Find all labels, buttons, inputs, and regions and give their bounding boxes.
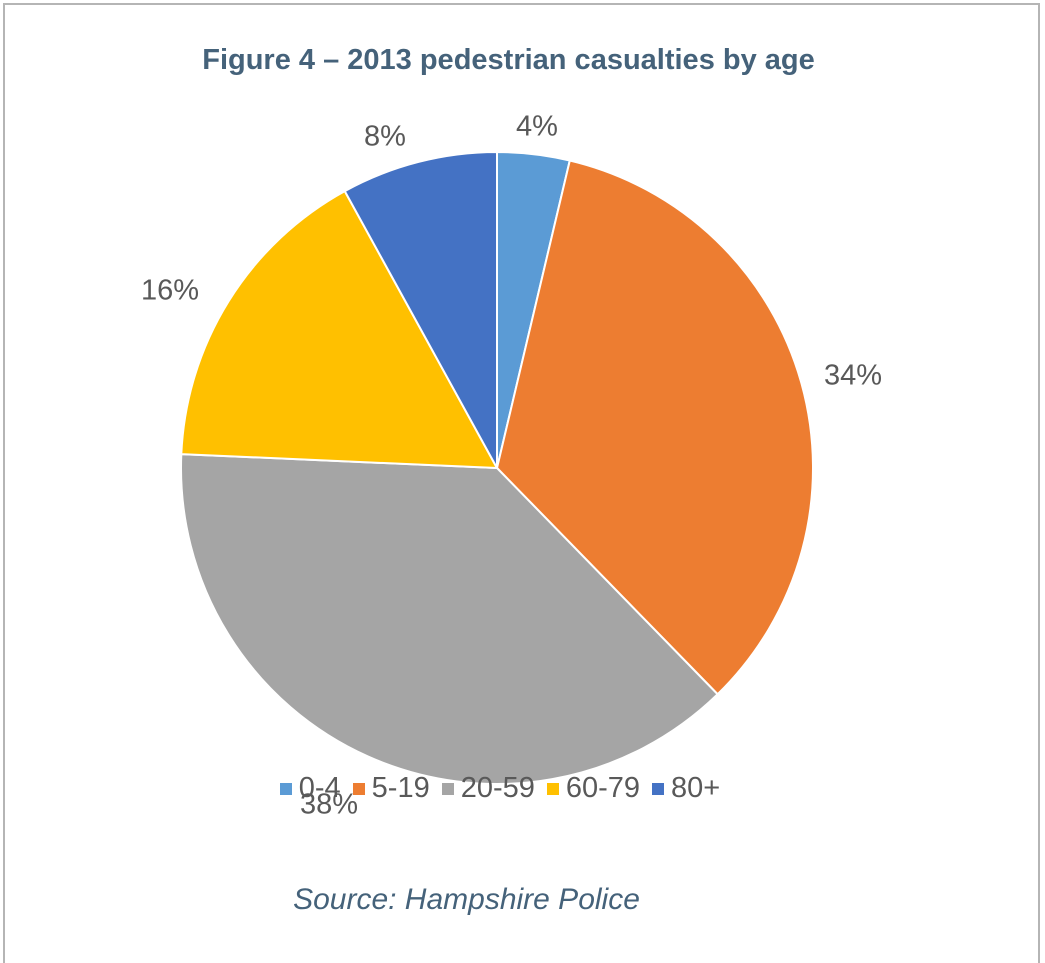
legend-item-80-plus: 80+ [652,772,720,805]
legend-swatch [652,782,665,795]
legend-swatch [352,782,365,795]
legend-label: 5-19 [371,772,430,804]
chart-source: Source: Hampshire Police [293,883,640,916]
legend-item-20-59: 20-59 [441,772,535,805]
legend-item-0-4: 0-4 [279,772,341,805]
legend-swatch [279,782,292,795]
data-label-60-79: 16% [141,275,199,307]
pie-slice-80-plus [343,150,498,469]
pie-data-labels: 4% 34% 38% 16% 8% [141,111,882,821]
pie-slices [180,150,814,785]
pie-slice-60-79 [180,189,499,470]
chart-title: Figure 4 – 2013 pedestrian casualties by… [202,44,815,76]
data-label-5-19: 34% [824,360,882,392]
pie-slice-20-59 [180,453,720,785]
legend-label: 20-59 [460,772,535,804]
legend-label: 0-4 [298,772,341,804]
legend-item-60-79: 60-79 [546,772,641,805]
legend-swatch [441,782,454,795]
legend-label: 80+ [671,772,721,804]
chart-legend: 0-4 5-19 20-59 60-79 80+ [0,772,1000,805]
chart-frame [3,3,1040,963]
legend-item-5-19: 5-19 [352,772,430,805]
legend-swatch [546,782,559,795]
pie-slice-5-19 [495,159,814,696]
data-label-20-59: 38% [300,789,358,821]
data-label-0-4: 4% [516,111,558,143]
data-label-80-plus: 8% [364,121,406,153]
legend-label: 60-79 [565,772,641,804]
